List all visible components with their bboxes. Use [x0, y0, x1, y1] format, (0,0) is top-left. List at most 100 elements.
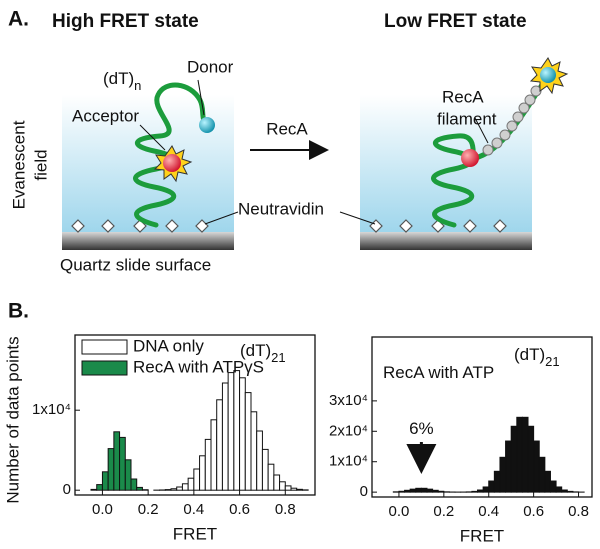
histogram-bar [187, 477, 195, 491]
annotation-text: (dT) [240, 341, 271, 360]
histogram-bar [505, 440, 512, 493]
y-tick-label: 1x10⁴ [329, 453, 368, 470]
annotation-subscript: 21 [271, 350, 285, 365]
neutravidin-label: Neutravidin [238, 199, 324, 218]
histogram-bar [432, 489, 439, 493]
plot-frame [74, 334, 316, 496]
annotation: (dT)21 [514, 345, 560, 369]
histogram-bar [561, 489, 568, 493]
reca-beads [482, 85, 542, 156]
legend-label: RecA with ATPγS [133, 357, 264, 376]
histogram-bar [279, 481, 286, 491]
histogram-bar [521, 416, 529, 493]
y-tick-label: 2x10⁴ [329, 422, 368, 439]
legend-swatch [81, 360, 128, 376]
leader [204, 211, 239, 225]
annotation: (dT)21 [240, 341, 286, 365]
histogram-bar [273, 474, 281, 491]
histogram-bar [409, 488, 417, 493]
histogram-bar [527, 425, 535, 493]
histogram-bar [471, 490, 479, 493]
acceptor [461, 149, 479, 167]
panel-a: A. High FRET state Low FRET state (dT)n … [8, 8, 569, 274]
y-axis-label: Number of data points [3, 336, 22, 503]
histogram-bar [290, 487, 298, 491]
histogram-bar [164, 489, 172, 491]
histogram-bar [555, 486, 563, 493]
histogram-bar [499, 456, 507, 493]
donor [199, 117, 215, 133]
panel-label: B. [8, 300, 29, 323]
annotation: RecA with ATP [383, 363, 494, 382]
annotation: 6% [409, 419, 434, 438]
annotation-text: RecA with ATP [383, 363, 494, 382]
histogram-bar [256, 430, 263, 491]
histogram-bar [261, 448, 269, 491]
y-tick-label: 1x10⁴ [32, 401, 71, 418]
histogram-bar [398, 490, 406, 493]
x-tick-label: 0.4 [478, 503, 499, 520]
histogram-bar [124, 459, 132, 491]
histogram-bar [544, 470, 551, 493]
legend-label: DNA only [133, 336, 204, 355]
leader [474, 117, 489, 144]
histogram-bar [415, 487, 422, 493]
histogram-bar [227, 372, 235, 491]
histogram-bar [170, 488, 178, 491]
leader [339, 211, 376, 225]
slide [62, 232, 234, 250]
evanescent-label: field [31, 149, 50, 180]
histogram-bar [199, 455, 206, 491]
histogram-bar [510, 425, 518, 493]
state-title: High FRET state [52, 11, 199, 32]
arrow-label: RecA [266, 119, 308, 138]
annotation-subscript: 21 [545, 354, 559, 369]
filament-label: RecA [442, 87, 484, 106]
x-tick-label: 0.0 [389, 503, 410, 520]
histogram-bar [549, 480, 557, 493]
evanescent-label: Evanescent [9, 120, 28, 209]
histogram-bar [533, 440, 540, 493]
histogram-bar [119, 436, 126, 491]
histogram-bar [426, 488, 434, 493]
plot-frame [371, 336, 593, 498]
histogram-bar [404, 489, 411, 493]
histogram-bar [210, 419, 218, 491]
histogram-bar [113, 431, 121, 491]
donor-label: Donor [187, 57, 234, 76]
x-tick-label: 0.6 [523, 503, 544, 520]
y-tick-label: 0 [360, 483, 368, 500]
y-tick-label: 3x10⁴ [329, 392, 368, 409]
histogram-bar [204, 438, 212, 491]
histogram-bar [221, 382, 229, 491]
x-axis-label: FRET [460, 526, 504, 545]
x-axis-label: FRET [173, 524, 217, 543]
histogram-bar [193, 468, 201, 491]
histogram-bar [493, 470, 501, 493]
histogram-bar [538, 456, 546, 493]
histogram-bar [566, 490, 574, 493]
panel-label: A. [8, 8, 29, 31]
histogram-bar [488, 480, 495, 493]
neutravidin-diamonds [71, 219, 507, 233]
x-tick-label: 0.8 [275, 501, 296, 518]
histogram-bar [136, 486, 143, 491]
histogram-bar [244, 392, 252, 491]
donor [540, 67, 556, 83]
histogram-bar [437, 490, 445, 493]
slide [360, 232, 532, 250]
histogram-bar [420, 487, 428, 493]
histogram-bar [181, 483, 189, 491]
histogram-bar [101, 471, 109, 491]
state-title: Low FRET state [384, 11, 527, 32]
x-tick-label: 0.0 [92, 501, 113, 518]
histogram-bar [96, 484, 103, 491]
histogram-bar [267, 463, 275, 491]
histogram-bar [216, 399, 223, 491]
x-tick-label: 0.2 [138, 501, 159, 518]
histogram-bar [90, 488, 98, 491]
histogram-bar [130, 478, 138, 491]
acceptor [163, 154, 181, 172]
histogram-bar [233, 370, 241, 491]
